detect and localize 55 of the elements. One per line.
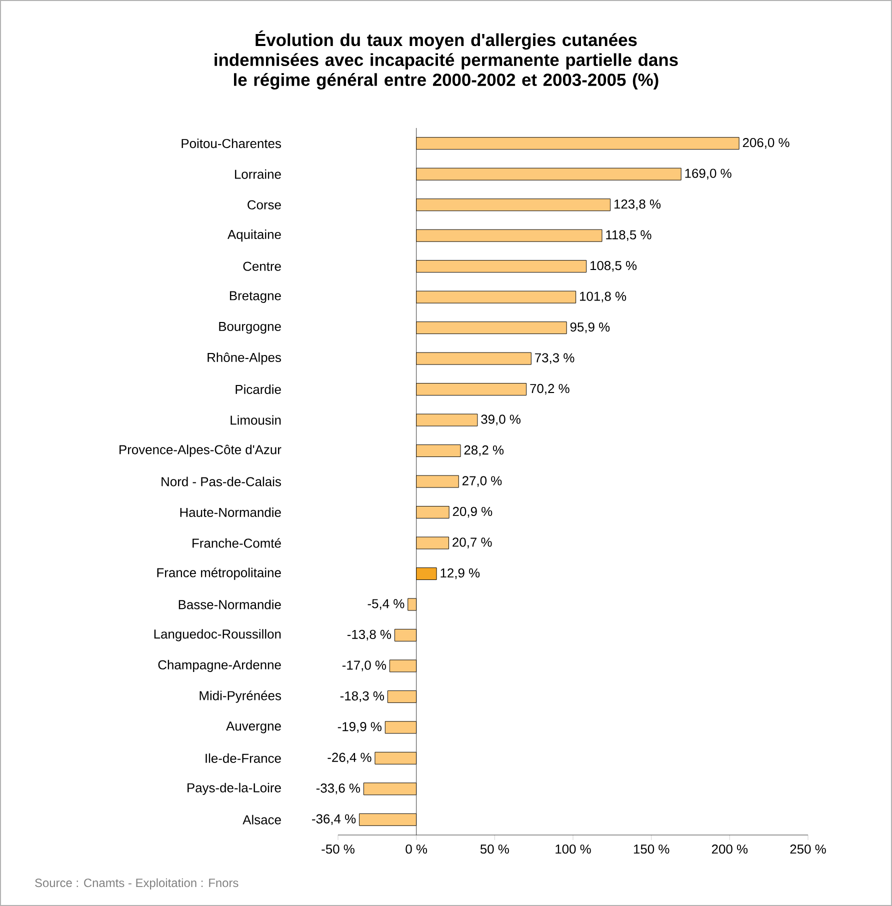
data-label: 169,0 % bbox=[685, 168, 732, 180]
y-tick-label: Centre bbox=[243, 262, 281, 271]
y-tick-label: Bourgogne bbox=[219, 322, 281, 334]
data-label: 70,2 % bbox=[530, 384, 570, 395]
data-label: -13,8 % bbox=[347, 630, 392, 641]
data-label: 12,9 % bbox=[440, 568, 480, 580]
data-label: 39,0 % bbox=[481, 414, 520, 426]
x-tick-label: 50 % bbox=[480, 844, 509, 854]
data-label: 101,8 % bbox=[580, 292, 626, 302]
source-note: Source : Cnamts - Exploitation : Fnors bbox=[35, 878, 238, 890]
data-label: 27,0 % bbox=[462, 476, 502, 487]
x-tick-label: 150 % bbox=[634, 844, 670, 854]
y-tick-label: Rhône-Alpes bbox=[208, 352, 282, 365]
y-tick-label: Champagne-Ardenne bbox=[158, 660, 281, 672]
y-tick-label: Aquitaine bbox=[228, 230, 281, 242]
x-tick-label: 250 % bbox=[790, 844, 826, 854]
data-label: -36,4 % bbox=[312, 814, 356, 825]
y-tick-label: Provence-Alpes-Côte d'Azur bbox=[120, 444, 282, 457]
data-label: 28,2 % bbox=[464, 445, 504, 456]
y-tick-label: Picardie bbox=[236, 384, 281, 394]
data-label: 95,9 % bbox=[570, 322, 610, 334]
y-tick-label: Midi-Pyrénées bbox=[200, 690, 282, 703]
data-label: -17,0 % bbox=[342, 660, 386, 672]
y-tick-label: Auvergne bbox=[226, 722, 281, 734]
data-label: -33,6 % bbox=[316, 784, 360, 794]
data-label: 20,7 % bbox=[452, 538, 492, 548]
y-tick-label: Limousin bbox=[230, 415, 281, 425]
data-label: -19,9 % bbox=[338, 722, 382, 733]
x-tick-label: 0 % bbox=[406, 844, 428, 854]
y-tick-label: Languedoc-Roussillon bbox=[154, 629, 281, 642]
x-tick-label: -50 % bbox=[322, 844, 354, 854]
data-label: 73,3 % bbox=[535, 353, 574, 364]
data-label: -5,4 % bbox=[368, 599, 404, 610]
data-label: 123,8 % bbox=[614, 199, 661, 210]
y-tick-label: Poitou-Charentes bbox=[182, 138, 282, 148]
data-label: -26,4 % bbox=[328, 752, 372, 764]
y-tick-label: Lorraine bbox=[235, 169, 281, 179]
data-label: 206,0 % bbox=[742, 138, 790, 149]
chart-title: Évolution du taux moyen d'allergies cutanées indemnisées avec incapacité permanente partielle dans le régime général entre 2000-2002 et 2003-2005 (%) bbox=[214, 30, 678, 90]
y-tick-label: Nord - Pas-de-Calais bbox=[162, 476, 281, 486]
data-label: 108,5 % bbox=[590, 260, 637, 272]
data-label: 20,9 % bbox=[452, 506, 492, 518]
y-tick-label: Franche-Comté bbox=[192, 538, 281, 548]
data-label: 118,5 % bbox=[606, 230, 652, 241]
x-tick-label: 100 % bbox=[556, 844, 591, 854]
data-label: -18,3 % bbox=[340, 691, 384, 702]
y-tick-label: Pays-de-la-Loire bbox=[188, 782, 281, 795]
y-tick-label: Ile-de-France bbox=[206, 753, 281, 763]
y-tick-label: France métropolitaine bbox=[157, 568, 281, 580]
y-tick-label: Alsace bbox=[242, 814, 281, 824]
y-tick-label: Corse bbox=[248, 200, 281, 210]
y-tick-label: Basse-Normandie bbox=[178, 600, 281, 610]
x-tick-label: 200 % bbox=[712, 844, 748, 854]
y-tick-label: Bretagne bbox=[230, 291, 281, 303]
y-tick-label: Haute-Normandie bbox=[180, 507, 281, 517]
